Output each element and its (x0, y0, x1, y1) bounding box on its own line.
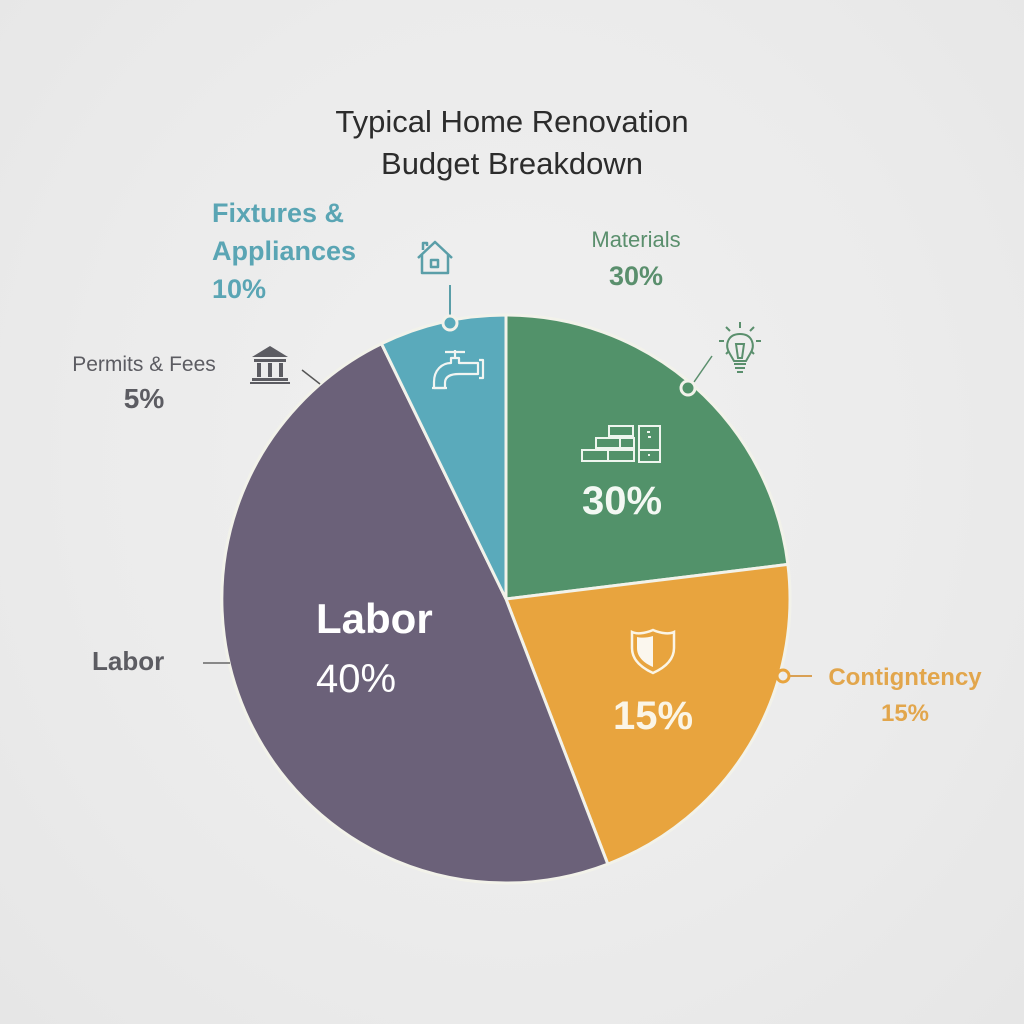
bank-building-icon (250, 346, 290, 384)
labor-outer-label: Labor (92, 646, 165, 676)
fixtures-value: 10% (212, 274, 267, 304)
bricks-icon (581, 425, 661, 463)
slice-contingency (503, 562, 792, 867)
contingency-value: 15% (880, 700, 930, 727)
shield-icon (630, 628, 676, 675)
permits-label: Permits & Fees 5% (56, 350, 232, 418)
permits-name: Permits & Fees (72, 353, 216, 376)
lightbulb-icon (719, 322, 761, 373)
materials-name: Materials (591, 227, 681, 252)
slice-labor (220, 341, 610, 885)
materials-inner-value: 30% (581, 479, 663, 523)
labor-inner-value: 40% (316, 657, 397, 701)
materials-label: Materials 30% (574, 224, 698, 296)
fixtures-name-line2: Appliances (212, 236, 357, 266)
fixtures-name-line1: Fixtures & (212, 198, 345, 228)
house-icon (417, 240, 453, 275)
leader-permits (301, 369, 321, 385)
chart-title-line2: Budget Breakdown (381, 146, 643, 181)
faucet-icon (432, 350, 485, 390)
labor-inner-name: Labor (316, 595, 433, 642)
contingency-label: Contigntency 15% (818, 660, 992, 732)
fixtures-label: Fixtures & Appliances 10% (212, 194, 356, 308)
leader-contingency (775, 668, 812, 684)
contingency-name: Contigntency (828, 664, 982, 691)
materials-value: 30% (608, 261, 664, 291)
permits-value: 5% (123, 383, 165, 414)
contingency-inner-value: 15% (612, 694, 694, 738)
leader-materials (679, 355, 713, 397)
slice-materials (504, 313, 790, 601)
leader-fixtures (441, 285, 459, 332)
chart-title-line1: Typical Home Renovation (335, 104, 689, 139)
